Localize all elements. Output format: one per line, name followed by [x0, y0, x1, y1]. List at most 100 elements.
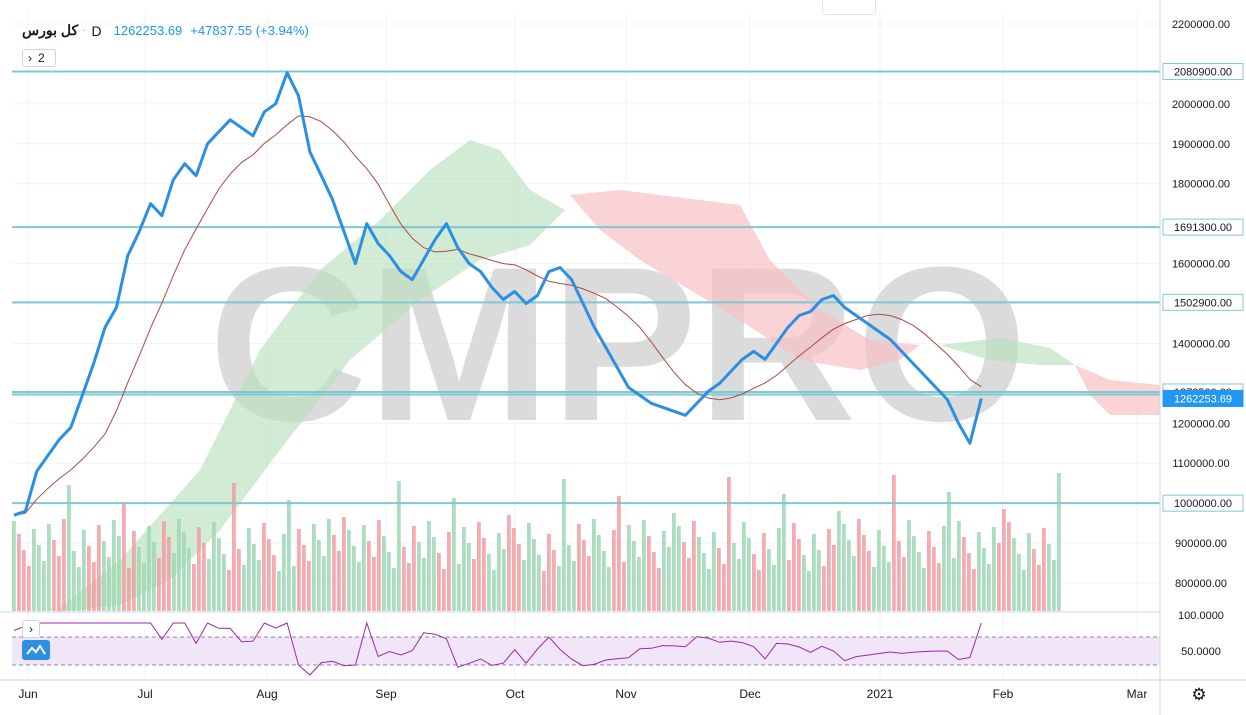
volume-bar — [712, 532, 716, 611]
volume-bar — [862, 535, 866, 611]
indicators-toggle-button[interactable]: › 2 — [22, 49, 56, 67]
volume-bar — [517, 544, 521, 611]
volume-bar — [287, 500, 291, 611]
volume-bar — [902, 557, 906, 611]
volume-bar — [837, 511, 841, 611]
volume-bar — [762, 533, 766, 611]
volume-bar — [332, 535, 336, 611]
volume-bar — [472, 559, 476, 611]
ichimoku-cloud — [55, 140, 1160, 612]
indicator-cloud-icon[interactable] — [22, 640, 50, 660]
volume-bar — [127, 568, 131, 611]
x-tick-label: Sep — [375, 687, 397, 701]
volume-bar — [812, 534, 816, 611]
y-tick-label: 1900000.00 — [1172, 139, 1230, 151]
volume-bar — [377, 520, 381, 611]
top-handle[interactable] — [822, 0, 876, 15]
last-value: 1262253.69 — [113, 23, 183, 38]
volume-bar — [487, 554, 491, 611]
volume-bar — [1052, 560, 1056, 611]
rsi-tick-label: 100.0000 — [1178, 610, 1224, 622]
volume-bar — [987, 564, 991, 611]
volume-bar — [842, 524, 846, 611]
volume-bar — [727, 477, 731, 611]
volume-bar — [452, 498, 456, 611]
x-tick-label: Oct — [506, 687, 525, 701]
y-tick-label: 1600000.00 — [1172, 259, 1230, 271]
volume-bar — [122, 502, 126, 611]
volume-bar — [227, 570, 231, 611]
rsi-toggle-button[interactable]: › — [22, 620, 40, 638]
volume-bar — [977, 532, 981, 611]
volume-bar — [447, 532, 451, 611]
gear-icon[interactable]: ⚙ — [1191, 685, 1207, 704]
price-tag-label: 1502900.00 — [1174, 297, 1232, 309]
x-tick-label: Nov — [615, 687, 636, 701]
volume-bar — [357, 562, 361, 611]
volume-bar — [892, 475, 896, 611]
volume-bar — [532, 539, 536, 611]
volume-bar — [992, 527, 996, 611]
volume-bar — [787, 560, 791, 611]
price-series — [13, 71, 983, 517]
volume-bar — [937, 563, 941, 611]
volume-bar — [477, 522, 481, 611]
volume-bar — [92, 562, 96, 611]
volume-bar — [752, 554, 756, 611]
volume-bar — [507, 515, 511, 611]
rsi-band — [12, 637, 1160, 665]
interval-label[interactable]: D — [91, 22, 102, 39]
volume-bar — [172, 553, 176, 611]
volume-bar — [1037, 565, 1041, 611]
volume-bar — [707, 569, 711, 611]
volume-bar — [237, 549, 241, 611]
price-tag — [1162, 218, 1244, 236]
volume-bar — [62, 519, 66, 611]
change-value: +47837.55 (+3.94%) — [190, 23, 309, 38]
volume-bar — [152, 542, 156, 611]
volume-bar — [107, 557, 111, 611]
volume-bar — [382, 536, 386, 611]
volume-bar — [877, 530, 881, 611]
volume-bar — [297, 529, 301, 611]
price-tag — [1162, 494, 1244, 512]
x-tick-label: Feb — [993, 687, 1014, 701]
volume-bar — [547, 534, 551, 611]
volume-bar — [457, 564, 461, 611]
symbol-legend: کل بورس · D 1262253.69 +47837.55 (+3.94%… — [22, 22, 309, 39]
volume-bar — [912, 536, 916, 611]
volume-bar — [767, 549, 771, 611]
volume-bar — [52, 540, 56, 611]
horizontal-levels — [12, 70, 1160, 505]
axes: 2200000.00 2000000.00 1900000.00 1800000.00… — [18, 0, 1244, 715]
y-tick-label: 1400000.00 — [1172, 338, 1230, 350]
price-tag — [1162, 293, 1244, 311]
volume-bar — [832, 545, 836, 611]
volume-bar — [82, 530, 86, 611]
volume-bar — [602, 551, 606, 611]
volume-bar — [247, 528, 251, 611]
volume-bar — [962, 537, 966, 611]
price-tag — [1162, 389, 1244, 407]
volume-bar — [667, 547, 671, 611]
volume-bar — [827, 529, 831, 611]
rsi-pane — [0, 611, 1246, 681]
y-tick-label: 1100000.00 — [1172, 458, 1229, 470]
volume-bar — [522, 560, 526, 611]
volume-bar — [932, 547, 936, 611]
chevron-right-icon: › — [29, 622, 33, 636]
volume-bar — [412, 526, 416, 611]
volume-bar — [307, 561, 311, 611]
volume-bar — [652, 552, 656, 611]
volume-bar — [982, 548, 986, 611]
volume-bar — [942, 526, 946, 611]
volume-bar — [1017, 554, 1021, 611]
volume-bar — [917, 552, 921, 611]
volume-bar — [97, 525, 101, 611]
volume-bars — [12, 473, 1061, 611]
volume-bar — [732, 543, 736, 611]
volume-bar — [542, 571, 546, 611]
volume-bar — [607, 567, 611, 611]
price-tag-label: 1691300.00 — [1174, 222, 1232, 234]
